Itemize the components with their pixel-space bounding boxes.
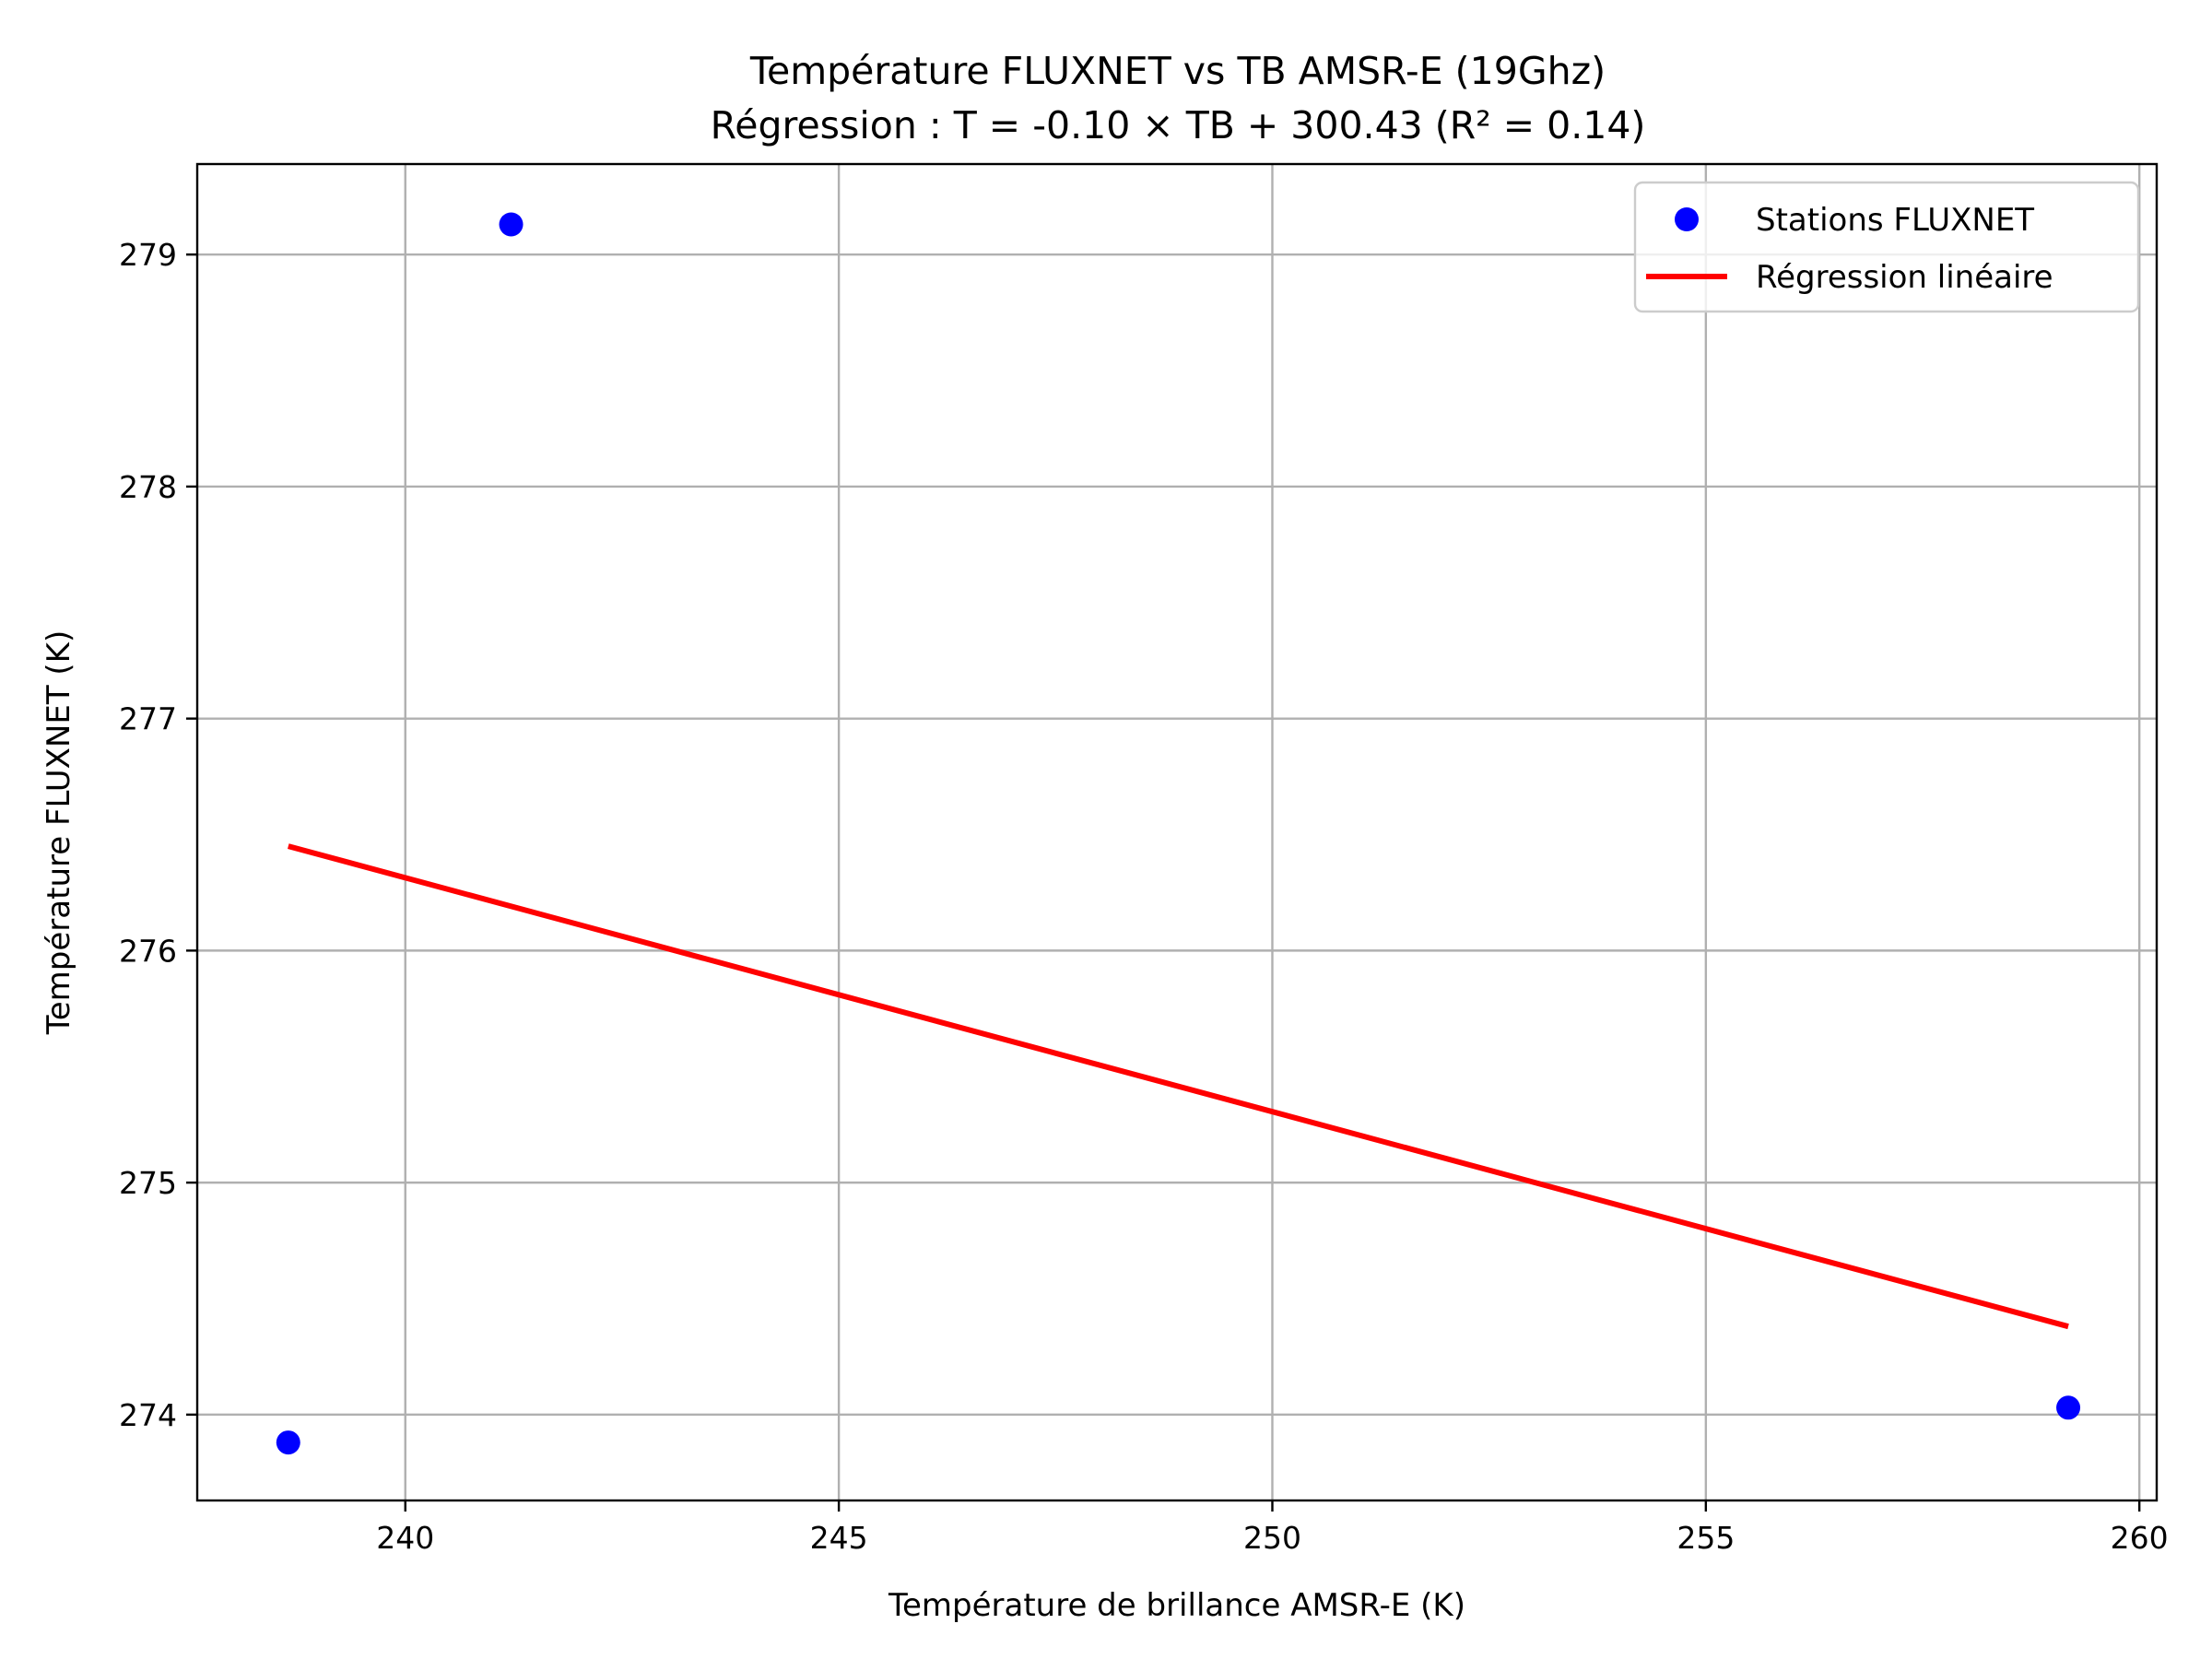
legend: Stations FLUXNET Régression linéaire [1633,181,2140,313]
x-tick-label: 255 [1677,1520,1735,1556]
y-tick-label: 274 [119,1397,177,1433]
x-tick-label: 240 [376,1520,434,1556]
plot-area-frame [195,162,2159,1502]
y-axis-ticks: 274 275 276 277 278 279 [119,237,197,1433]
regression-layer [287,843,2069,1330]
x-tick-label: 245 [810,1520,868,1556]
y-axis-label: Température FLUXNET (K) [41,630,77,1035]
y-tick-label: 277 [119,701,177,737]
x-tick-label: 250 [1243,1520,1301,1556]
scatter-point [2056,1395,2081,1420]
legend-label-regression: Régression linéaire [1756,259,2053,296]
x-axis-ticks: 240 245 250 255 260 [376,1500,2169,1556]
scatter-point [499,212,524,237]
y-tick-label: 278 [119,469,177,505]
y-tick-label: 276 [119,933,177,969]
regression-line [287,843,2069,1330]
x-axis-label: Température de brillance AMSR-E (K) [888,1587,1465,1624]
chart-title-line-1: Température FLUXNET vs TB AMSR-E (19Ghz) [749,49,1606,93]
x-tick-label: 260 [2111,1520,2169,1556]
scatter-point [276,1430,300,1455]
legend-label-stations: Stations FLUXNET [1756,202,2034,239]
chart-title-line-2: Régression : T = -0.10 × TB + 300.43 (R²… [711,103,1646,147]
legend-box [1633,181,2140,313]
y-tick-label: 279 [119,237,177,273]
y-tick-label: 275 [119,1165,177,1201]
scatter-layer [276,212,2081,1455]
legend-scatter-marker [1675,207,1699,231]
